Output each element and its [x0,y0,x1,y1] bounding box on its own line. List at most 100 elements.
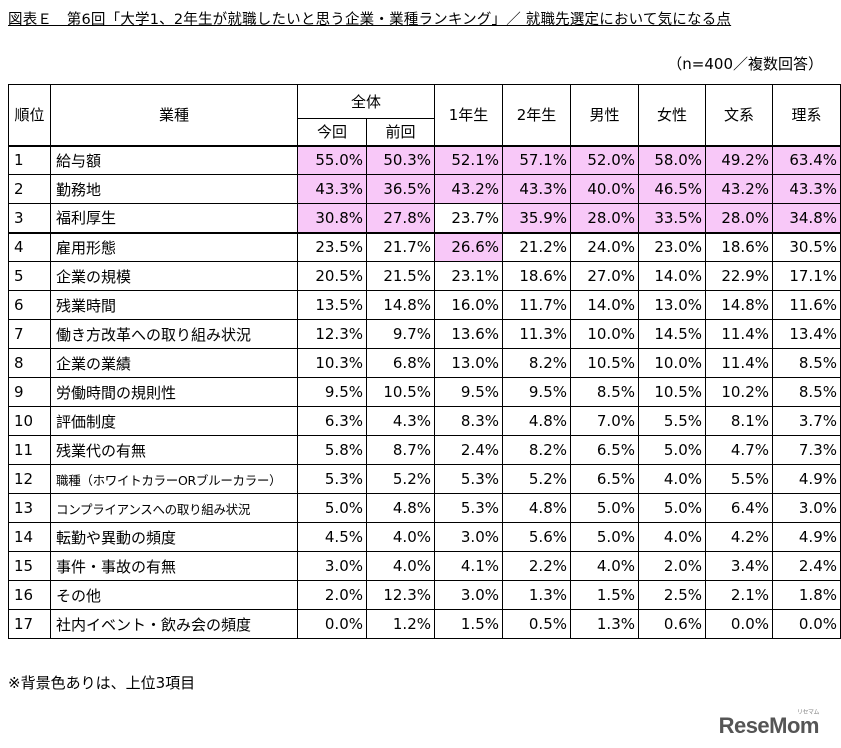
science-value-cell: 11.6% [772,290,841,320]
humanities-value-cell: 4.7% [705,435,773,465]
science-value-cell: 8.5% [772,348,841,378]
current-value-cell: 5.3% [297,464,367,494]
table-row: 12 職種（ホワイトカラーORブルーカラー） 5.3% 5.2% 5.3% 5.2% 6.5… [8,464,841,494]
table-row: 11 残業代の有無 5.8% 8.7% 2.4% 8.2% 6.5% 5.0% 4.7% 7.3% [8,435,841,465]
table-row: 4 雇用形態 23.5% 21.7% 26.6% 21.2% 24.0% 23.0% 18.6%… [8,232,841,262]
previous-value-cell: 4.0% [366,551,435,581]
year2-value-cell: 21.2% [502,232,571,262]
science-value-cell: 43.3% [772,174,841,204]
figure-title: 図表Ｅ 第6回「大学1、2年生が就職したいと思う企業・業種ランキング」／ 就職先… [8,12,732,28]
rank-cell: 1 [8,145,51,175]
female-value-cell: 4.0% [638,522,706,552]
female-value-cell: 58.0% [638,145,706,175]
humanities-value-cell: 28.0% [705,203,773,233]
female-value-cell: 2.0% [638,551,706,581]
science-value-cell: 34.8% [772,203,841,233]
humanities-value-cell: 11.4% [705,348,773,378]
previous-value-cell: 21.7% [366,232,435,262]
rank-cell: 5 [8,261,51,291]
year1-value-cell: 13.6% [434,319,503,349]
year2-value-cell: 8.2% [502,435,571,465]
rank-cell: 11 [8,435,51,465]
humanities-value-cell: 14.8% [705,290,773,320]
science-value-cell: 30.5% [772,232,841,262]
female-value-cell: 13.0% [638,290,706,320]
industry-cell: 勤務地 [50,174,298,204]
industry-cell: 残業時間 [50,290,298,320]
year1-value-cell: 26.6% [434,232,503,262]
previous-value-cell: 12.3% [366,580,435,610]
table-row: 14 転勤や異動の頻度 4.5% 4.0% 3.0% 5.6% 5.0% 4.0% 4.2% 4.… [8,522,841,552]
humanities-value-cell: 0.0% [705,609,773,639]
rank-cell: 14 [8,522,51,552]
science-value-cell: 3.7% [772,406,841,436]
female-value-cell: 14.0% [638,261,706,291]
female-value-cell: 0.6% [638,609,706,639]
current-value-cell: 2.0% [297,580,367,610]
rank-cell: 7 [8,319,51,349]
humanities-value-cell: 3.4% [705,551,773,581]
male-value-cell: 5.0% [570,522,639,552]
humanities-value-cell: 6.4% [705,493,773,523]
male-value-cell: 1.3% [570,609,639,639]
rank-cell: 16 [8,580,51,610]
year2-value-cell: 11.7% [502,290,571,320]
current-value-cell: 55.0% [297,145,367,175]
previous-value-cell: 27.8% [366,203,435,233]
current-value-cell: 23.5% [297,232,367,262]
table-row: 16 その他 2.0% 12.3% 3.0% 1.3% 1.5% 2.5% 2.1% 1.8% [8,580,841,610]
rank-cell: 4 [8,232,51,262]
male-value-cell: 7.0% [570,406,639,436]
year2-value-cell: 8.2% [502,348,571,378]
year1-value-cell: 9.5% [434,377,503,407]
year2-value-cell: 2.2% [502,551,571,581]
header-overall: 全体 [297,84,435,119]
rank-cell: 15 [8,551,51,581]
female-value-cell: 14.5% [638,319,706,349]
rank-cell: 12 [8,464,51,494]
current-value-cell: 12.3% [297,319,367,349]
year1-value-cell: 4.1% [434,551,503,581]
current-value-cell: 10.3% [297,348,367,378]
header-science: 理系 [772,84,841,146]
female-value-cell: 10.0% [638,348,706,378]
male-value-cell: 10.0% [570,319,639,349]
current-value-cell: 5.8% [297,435,367,465]
industry-cell: 企業の業績 [50,348,298,378]
year1-value-cell: 43.2% [434,174,503,204]
year1-value-cell: 16.0% [434,290,503,320]
year1-value-cell: 2.4% [434,435,503,465]
male-value-cell: 52.0% [570,145,639,175]
science-value-cell: 3.0% [772,493,841,523]
year2-value-cell: 11.3% [502,319,571,349]
table-row: 7 働き方改革への取り組み状況 12.3% 9.7% 13.6% 11.3% 10.0% 14… [8,319,841,349]
science-value-cell: 1.8% [772,580,841,610]
female-value-cell: 10.5% [638,377,706,407]
sample-note: （n=400／複数回答） [667,55,823,73]
header-male: 男性 [570,84,639,146]
previous-value-cell: 6.8% [366,348,435,378]
female-value-cell: 4.0% [638,464,706,494]
table-row: 8 企業の業績 10.3% 6.8% 13.0% 8.2% 10.5% 10.0% 11.4% 8… [8,348,841,378]
female-value-cell: 5.0% [638,493,706,523]
science-value-cell: 0.0% [772,609,841,639]
humanities-value-cell: 18.6% [705,232,773,262]
table-row: 3 福利厚生 30.8% 27.8% 23.7% 35.9% 28.0% 33.5% 28.0%… [8,203,841,233]
current-value-cell: 6.3% [297,406,367,436]
year2-value-cell: 5.2% [502,464,571,494]
male-value-cell: 4.0% [570,551,639,581]
table-row: 17 社内イベント・飲み会の頻度 0.0% 1.2% 1.5% 0.5% 1.3% 0.6% 0… [8,609,841,639]
industry-cell: 社内イベント・飲み会の頻度 [50,609,298,639]
humanities-value-cell: 43.2% [705,174,773,204]
male-value-cell: 1.5% [570,580,639,610]
industry-cell: 転勤や異動の頻度 [50,522,298,552]
male-value-cell: 5.0% [570,493,639,523]
header-current: 今回 [297,118,367,146]
year2-value-cell: 18.6% [502,261,571,291]
year1-value-cell: 23.1% [434,261,503,291]
male-value-cell: 24.0% [570,232,639,262]
header-industry: 業種 [50,84,298,146]
male-value-cell: 28.0% [570,203,639,233]
table-row: 1 給与額 55.0% 50.3% 52.1% 57.1% 52.0% 58.0% 49.2% 6… [8,145,841,175]
resemom-logo: ReseMom リセマム [719,710,820,739]
